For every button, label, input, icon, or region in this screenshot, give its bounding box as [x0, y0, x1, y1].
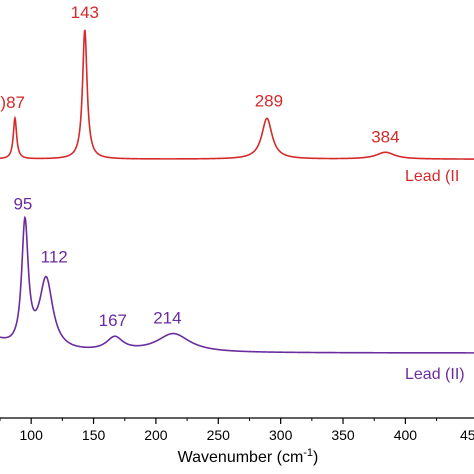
- x-tick-label-250: 250: [207, 427, 231, 443]
- peak-label-112: 112: [41, 248, 68, 267]
- x-axis-title: Wavenumber (cm-1): [178, 447, 319, 466]
- peak-label-289: 289: [255, 91, 283, 110]
- x-tick-label-400: 400: [394, 427, 418, 443]
- x-tick-label-200: 200: [144, 427, 168, 443]
- x-tick-label-150: 150: [82, 427, 106, 443]
- x-tick-label-45: 45: [460, 427, 474, 443]
- x-tick-label-300: 300: [269, 427, 293, 443]
- series-line-red: [0, 29, 474, 160]
- series-line-purple: [0, 215, 474, 354]
- x-tick-label-350: 350: [331, 427, 355, 443]
- x-tick-label-100: 100: [20, 427, 44, 443]
- peak-label-87: )87: [0, 93, 25, 112]
- peak-label-167: 167: [99, 311, 127, 330]
- series-layer: [0, 29, 474, 354]
- series-name-label-red: Lead (II: [405, 168, 459, 185]
- peak-label-95: 95: [13, 195, 32, 214]
- peak-label-143: 143: [71, 3, 99, 22]
- x-axis: 100 150 200 250 300 350 400 45: [0, 417, 474, 443]
- series-name-label-purple: Lead (II): [405, 366, 465, 383]
- peak-label-384: 384: [371, 127, 399, 146]
- peak-label-layer: )87 143 289 384 Lead (II 95 112 167 214 Lead (II): [0, 3, 464, 383]
- peak-label-214: 214: [153, 309, 181, 328]
